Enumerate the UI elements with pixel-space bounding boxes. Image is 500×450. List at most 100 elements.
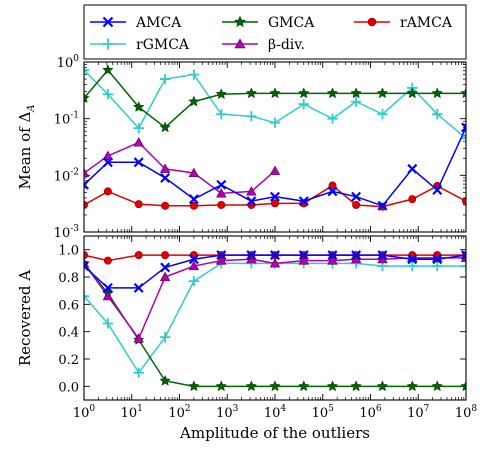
tick-exponent: 2	[185, 404, 191, 414]
data-point	[188, 380, 200, 392]
x-axis-label: Amplitude of the outliers	[179, 424, 370, 442]
tick-exponent: -1	[70, 111, 79, 121]
data-point	[102, 89, 114, 100]
data-point	[188, 260, 200, 271]
data-point	[102, 290, 114, 301]
data-point	[432, 108, 443, 120]
data-point	[326, 380, 339, 392]
tick-exponent: 3	[233, 404, 239, 414]
data-point	[102, 282, 113, 293]
data-point	[270, 191, 280, 202]
data-point	[269, 258, 281, 268]
data-point	[103, 256, 112, 265]
y-axis-label-main: Mean of Δ	[16, 112, 34, 190]
data-point	[298, 255, 309, 265]
legend-item: GMCA	[222, 15, 315, 31]
data-point	[161, 251, 170, 260]
data-point	[460, 133, 466, 144]
data-point	[134, 251, 143, 260]
data-point	[297, 87, 310, 99]
legend-label: GMCA	[268, 15, 315, 31]
series-ramca	[84, 181, 466, 211]
data-point	[84, 64, 90, 76]
data-point	[84, 92, 90, 104]
data-point	[431, 380, 444, 392]
legend-item: rAMCA	[354, 15, 453, 31]
legend-item: β-div.	[222, 37, 305, 53]
tick-exponent: 8	[471, 404, 477, 414]
data-point	[215, 380, 228, 392]
series-rgmca	[84, 64, 466, 144]
legend-label: rAMCA	[400, 15, 453, 31]
data-point	[103, 187, 112, 196]
series-div	[84, 137, 281, 198]
series-gmca	[84, 257, 466, 392]
data-point	[102, 157, 113, 168]
data-point	[84, 290, 90, 302]
legend-marker	[234, 38, 246, 49]
legend-label: rGMCA	[136, 37, 190, 53]
data-point	[351, 191, 362, 202]
data-point	[297, 380, 310, 392]
tick-exponent: 1	[137, 404, 143, 414]
data-point	[246, 250, 257, 261]
series-amca	[84, 122, 466, 211]
data-point	[188, 69, 200, 80]
data-point	[133, 282, 144, 293]
data-point	[350, 96, 362, 107]
data-point	[298, 250, 309, 261]
data-point	[102, 150, 114, 160]
data-point	[407, 254, 418, 265]
data-point	[159, 331, 171, 343]
data-point	[377, 108, 388, 120]
data-point	[216, 108, 227, 120]
data-point	[188, 275, 200, 287]
data-point	[408, 195, 417, 204]
legend-marker	[233, 15, 247, 28]
data-point	[188, 254, 199, 265]
data-point	[159, 163, 171, 173]
panel-frame	[83, 61, 467, 233]
data-point	[159, 374, 171, 386]
panel-frame	[83, 235, 467, 401]
series-amca	[84, 250, 466, 293]
data-point	[377, 250, 388, 261]
data-point	[327, 186, 338, 197]
data-point	[216, 255, 227, 265]
legend-label: β-div.	[268, 37, 305, 53]
legend-item: AMCA	[90, 15, 182, 31]
data-point	[188, 167, 200, 178]
data-point	[189, 201, 198, 210]
data-point	[269, 165, 281, 175]
data-point	[460, 87, 466, 99]
data-point	[159, 121, 171, 133]
legend-marker	[102, 38, 114, 50]
legend-marker	[367, 17, 377, 27]
tick-exponent: 0	[73, 54, 79, 64]
data-point	[245, 380, 258, 392]
y-tick-label: 0.4	[58, 326, 79, 341]
data-point	[327, 255, 338, 265]
data-point	[133, 122, 144, 134]
tick-exponent: 5	[328, 404, 334, 414]
tick-exponent: 7	[424, 404, 430, 414]
data-point	[298, 99, 309, 110]
data-point	[246, 186, 257, 196]
data-point	[84, 179, 89, 190]
data-point	[327, 113, 338, 124]
data-point	[461, 250, 466, 261]
data-point	[327, 250, 338, 261]
data-point	[376, 380, 389, 392]
data-point	[188, 194, 199, 205]
data-point	[351, 250, 362, 261]
data-point	[133, 137, 144, 147]
data-point	[102, 318, 114, 329]
legend: AMCA GMCA rAMCA rGMCA β-div.	[83, 4, 467, 60]
data-point	[269, 117, 281, 128]
data-point	[350, 87, 362, 99]
tick-exponent: 4	[280, 404, 286, 414]
data-point	[246, 111, 257, 122]
